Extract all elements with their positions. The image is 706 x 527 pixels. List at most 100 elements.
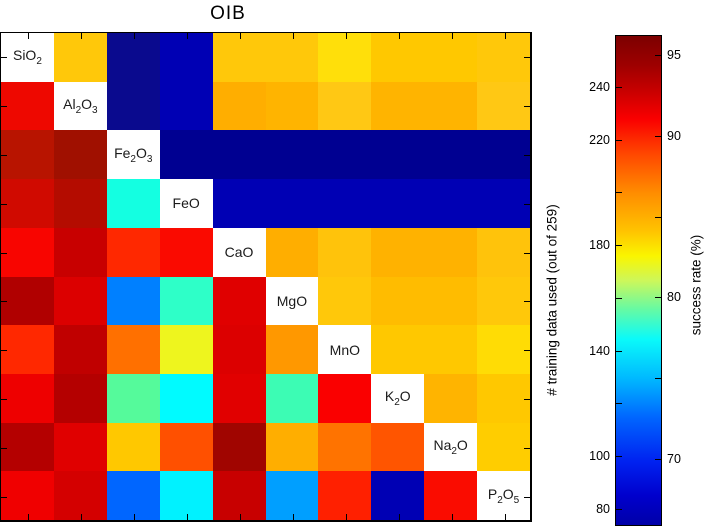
variable-label: Na2O xyxy=(433,437,468,457)
heatmap-cell xyxy=(53,325,107,374)
chart-title: OIB xyxy=(210,3,246,24)
heatmap-cell xyxy=(265,325,319,374)
y-axis-tick-right xyxy=(524,203,530,205)
x-axis-tick-bottom xyxy=(504,514,506,520)
heatmap-cell xyxy=(424,325,478,374)
heatmap-cell xyxy=(424,33,478,82)
colorbar-left-tick-label: 140 xyxy=(589,344,610,358)
heatmap-cell xyxy=(53,179,107,228)
heatmap-cell xyxy=(477,227,530,277)
colorbar-left-tick xyxy=(616,140,622,141)
heatmap-cell xyxy=(159,325,213,374)
x-axis-tick-top xyxy=(292,33,294,39)
heatmap-cell xyxy=(265,422,319,472)
x-axis-tick-top xyxy=(133,33,135,39)
y-axis-tick-left xyxy=(1,106,7,108)
colorbar-left-tick xyxy=(616,87,622,88)
y-axis-tick-left xyxy=(1,399,7,400)
heatmap-cell xyxy=(53,227,107,277)
y-axis-tick-right xyxy=(524,106,530,108)
heatmap-cell xyxy=(371,33,425,82)
heatmap-cell xyxy=(477,276,530,326)
heatmap-cell xyxy=(1,130,54,180)
x-axis-tick-bottom xyxy=(186,514,188,520)
colorbar-right-axis-label: success rate (%) xyxy=(688,234,704,336)
heatmap-cell xyxy=(106,179,160,228)
heatmap-cell xyxy=(212,130,266,180)
heatmap-cell xyxy=(159,130,213,180)
heatmap-cell xyxy=(265,33,319,82)
colorbar-right-tick xyxy=(655,297,661,298)
diagonal-label-cell-K2O: K2O xyxy=(371,373,425,423)
variable-label: MnO xyxy=(329,341,361,358)
diagonal-label-cell-MgO: MgO xyxy=(265,276,319,326)
heatmap-cell xyxy=(318,422,372,472)
heatmap-cell xyxy=(265,227,319,277)
diagonal-label-cell-SiO2: SiO2 xyxy=(1,33,54,82)
variable-label: K2O xyxy=(384,388,411,409)
heatmap-cell xyxy=(212,33,266,82)
heatmap-cell xyxy=(318,179,372,228)
y-axis-tick-left xyxy=(1,155,7,156)
y-axis-tick-right xyxy=(524,447,530,449)
heatmap-cell xyxy=(424,130,478,180)
heatmap-cell xyxy=(212,325,266,374)
heatmap-cell xyxy=(371,422,425,472)
x-axis-tick-bottom xyxy=(398,514,400,520)
heatmap-cell xyxy=(212,471,266,520)
colorbar-left-tick xyxy=(616,509,622,510)
y-axis-tick-left xyxy=(1,301,7,303)
heatmap-cell xyxy=(53,422,107,472)
colorbar-right-tick-label: 80 xyxy=(667,290,681,304)
heatmap-cell xyxy=(371,179,425,228)
heatmap-cell xyxy=(106,227,160,277)
variable-label: MgO xyxy=(276,292,308,309)
heatmap-cell xyxy=(1,179,54,228)
heatmap-cell xyxy=(159,471,213,520)
heatmap-cell xyxy=(1,422,54,472)
heatmap-cell xyxy=(212,373,266,423)
x-axis-tick-bottom xyxy=(451,514,453,520)
colorbar-left-tick-label: 220 xyxy=(589,133,610,147)
heatmap-cell xyxy=(371,81,425,131)
x-axis-tick-top xyxy=(504,33,506,39)
heatmap-cell xyxy=(106,422,160,472)
heatmap-cell xyxy=(212,81,266,131)
heatmap-cell xyxy=(265,130,319,180)
y-axis-tick-right xyxy=(524,350,530,352)
heatmap-cell xyxy=(477,33,530,82)
heatmap-cell xyxy=(159,81,213,131)
heatmap-cell xyxy=(318,130,372,180)
heatmap-cell xyxy=(477,130,530,180)
heatmap-cell xyxy=(477,325,530,374)
heatmap-cell xyxy=(424,373,478,423)
colorbar-right-tick xyxy=(655,136,661,137)
heatmap-cell xyxy=(477,81,530,131)
x-axis-tick-top xyxy=(451,33,453,39)
heatmap-cell xyxy=(1,227,54,277)
x-axis-tick-top xyxy=(186,33,188,39)
x-axis-tick-top xyxy=(398,33,400,39)
heatmap-cell xyxy=(106,276,160,326)
y-axis-tick-left xyxy=(1,203,7,205)
y-axis-tick-right xyxy=(524,57,530,59)
colorbar-right-tick-label: 90 xyxy=(667,129,681,143)
x-axis-tick-bottom xyxy=(292,514,294,520)
heatmap-cell xyxy=(212,422,266,472)
heatmap-cell xyxy=(106,373,160,423)
heatmap-cell xyxy=(424,471,478,520)
colorbar xyxy=(615,35,662,526)
heatmap-cell xyxy=(106,33,160,82)
heatmap-cell xyxy=(371,471,425,520)
variable-label: P2O5 xyxy=(487,485,520,506)
heatmap-cell xyxy=(318,33,372,82)
heatmap-cell xyxy=(53,373,107,423)
heatmap-cell xyxy=(424,227,478,277)
y-axis-tick-right xyxy=(524,399,530,400)
colorbar-left-tick xyxy=(616,245,622,246)
heatmap-cell xyxy=(265,81,319,131)
heatmap-cell xyxy=(159,373,213,423)
heatmap-cell xyxy=(424,81,478,131)
variable-label: SiO2 xyxy=(12,47,42,68)
y-axis-tick-left xyxy=(1,350,7,352)
